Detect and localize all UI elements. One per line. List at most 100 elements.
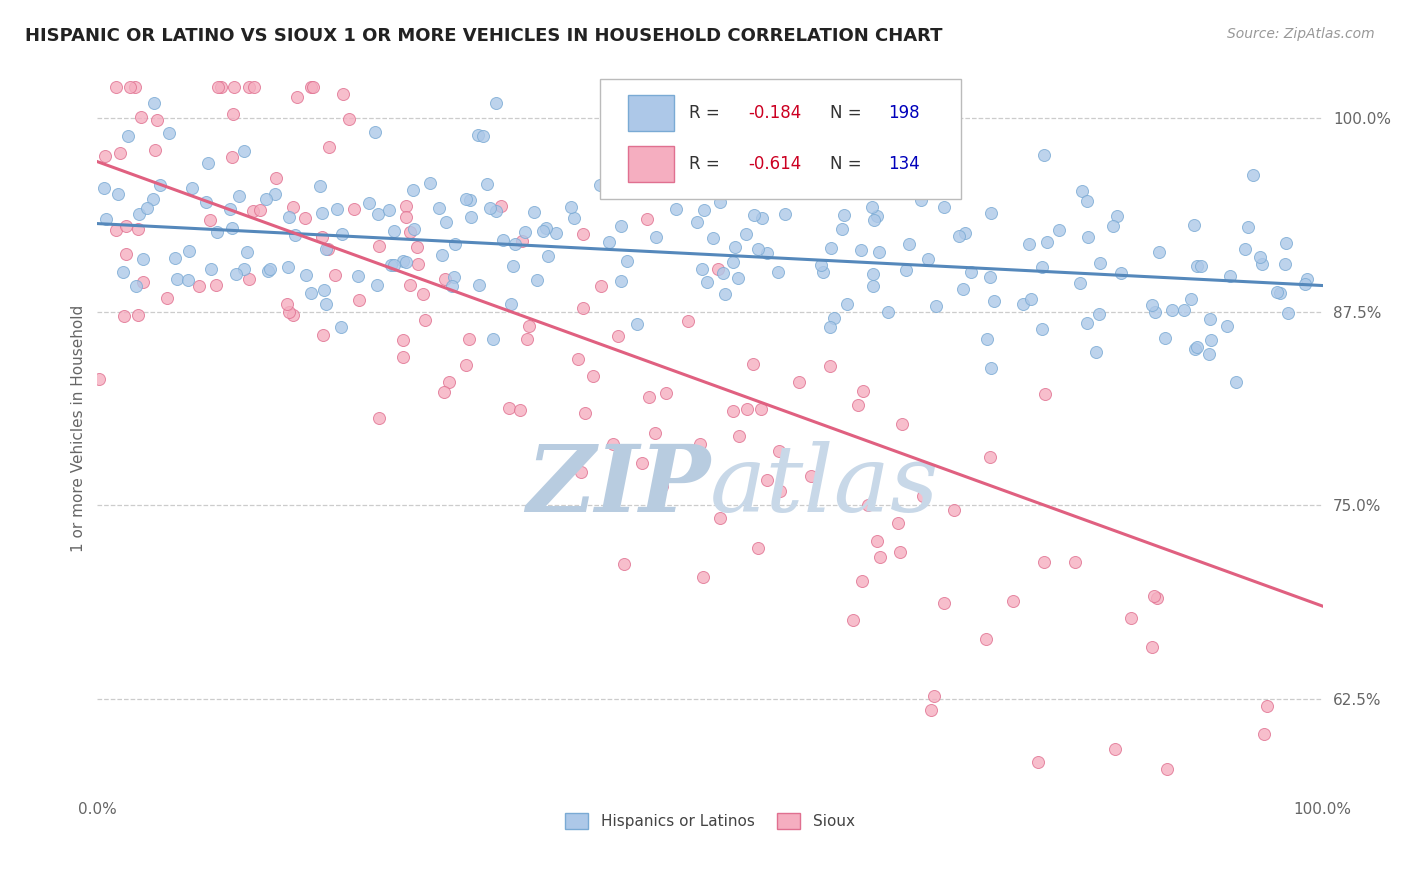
- Point: [711, 266, 734, 280]
- Point: [222, 80, 245, 95]
- Text: -0.614: -0.614: [748, 155, 801, 173]
- Point: [347, 293, 370, 308]
- Point: [399, 277, 422, 292]
- Point: [747, 541, 769, 555]
- Point: [787, 376, 810, 390]
- Point: [200, 261, 222, 276]
- Point: [259, 262, 281, 277]
- Point: [747, 242, 769, 256]
- Point: [125, 279, 148, 293]
- Point: [218, 202, 240, 216]
- Point: [337, 112, 360, 126]
- Point: [104, 223, 127, 237]
- Point: [869, 550, 891, 565]
- Point: [434, 215, 457, 229]
- Point: [721, 404, 744, 418]
- Point: [398, 225, 420, 239]
- Point: [276, 297, 298, 311]
- Point: [366, 277, 388, 292]
- Point: [610, 274, 633, 288]
- Point: [468, 278, 491, 293]
- Point: [1256, 698, 1278, 713]
- Point: [249, 203, 271, 218]
- Text: N =: N =: [830, 103, 868, 122]
- Point: [419, 176, 441, 190]
- Point: [1189, 259, 1212, 273]
- Point: [894, 263, 917, 277]
- Point: [606, 328, 628, 343]
- Point: [742, 208, 765, 222]
- Point: [537, 249, 560, 263]
- Point: [749, 402, 772, 417]
- Point: [980, 360, 1002, 375]
- Point: [811, 265, 834, 279]
- Point: [1088, 256, 1111, 270]
- Text: atlas: atlas: [710, 442, 939, 532]
- Point: [264, 186, 287, 201]
- Point: [925, 299, 948, 313]
- Point: [221, 150, 243, 164]
- Point: [395, 255, 418, 269]
- Point: [572, 301, 595, 315]
- Point: [475, 177, 498, 191]
- Point: [1047, 222, 1070, 236]
- Point: [1185, 259, 1208, 273]
- Point: [1032, 148, 1054, 162]
- Point: [952, 282, 974, 296]
- Point: [823, 311, 845, 326]
- Point: [723, 239, 745, 253]
- Point: [1069, 277, 1091, 291]
- Point: [1140, 640, 1163, 654]
- Point: [773, 207, 796, 221]
- Point: [571, 465, 593, 479]
- Point: [485, 95, 508, 110]
- Text: -0.184: -0.184: [748, 103, 801, 122]
- Point: [1251, 257, 1274, 271]
- Point: [377, 202, 399, 217]
- Point: [238, 80, 260, 95]
- Point: [616, 254, 638, 268]
- Point: [689, 436, 711, 450]
- Point: [1012, 297, 1035, 311]
- Point: [1225, 375, 1247, 389]
- Point: [238, 272, 260, 286]
- Point: [1146, 591, 1168, 606]
- Point: [443, 270, 465, 285]
- FancyBboxPatch shape: [628, 145, 675, 182]
- Point: [485, 203, 508, 218]
- Point: [1101, 219, 1123, 233]
- Point: [721, 254, 744, 268]
- Point: [948, 229, 970, 244]
- Point: [876, 305, 898, 319]
- Point: [165, 252, 187, 266]
- Point: [299, 80, 322, 95]
- Point: [637, 390, 659, 404]
- Point: [277, 304, 299, 318]
- Legend: Hispanics or Latinos, Sioux: Hispanics or Latinos, Sioux: [560, 807, 860, 835]
- Point: [1143, 304, 1166, 318]
- Point: [129, 110, 152, 124]
- Point: [318, 242, 340, 256]
- Point: [382, 224, 405, 238]
- Point: [143, 144, 166, 158]
- Point: [257, 264, 280, 278]
- Point: [831, 221, 853, 235]
- Point: [242, 80, 264, 95]
- Point: [953, 227, 976, 241]
- Point: [456, 358, 478, 372]
- Point: [1107, 209, 1129, 223]
- Point: [460, 211, 482, 225]
- Point: [868, 245, 890, 260]
- Point: [430, 248, 453, 262]
- Point: [922, 689, 945, 703]
- Point: [503, 236, 526, 251]
- Point: [756, 246, 779, 260]
- Point: [1277, 306, 1299, 320]
- Point: [846, 398, 869, 412]
- Point: [458, 193, 481, 207]
- Point: [412, 286, 434, 301]
- Point: [1249, 250, 1271, 264]
- Point: [498, 401, 520, 416]
- Point: [89, 372, 111, 386]
- Point: [124, 80, 146, 95]
